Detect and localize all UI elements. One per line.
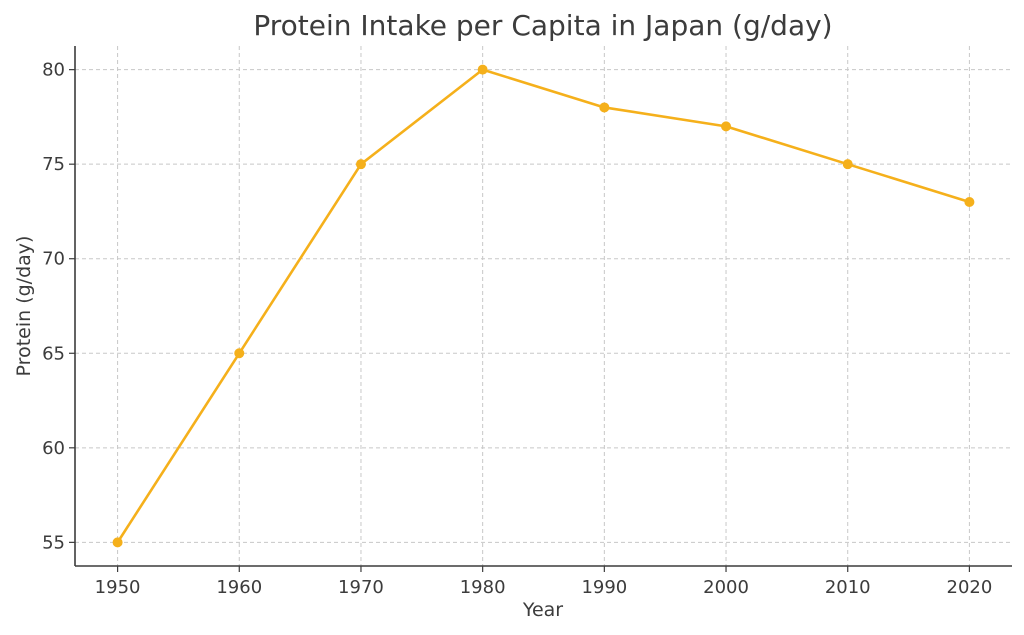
data-point xyxy=(477,64,488,75)
x-tick-label: 1950 xyxy=(95,577,141,598)
y-tick-label: 80 xyxy=(42,60,65,81)
x-axis-label: Year xyxy=(522,599,563,621)
y-tick-label: 55 xyxy=(42,532,65,553)
x-tick-label: 1980 xyxy=(460,577,506,598)
data-point xyxy=(842,159,853,170)
x-tick-label: 1960 xyxy=(216,577,262,598)
data-point xyxy=(234,348,245,359)
x-tick-label: 1990 xyxy=(581,577,627,598)
x-axis-ticks: 1950 1960 1970 1980 1990 2000 2010 2020 xyxy=(95,566,993,598)
chart-title: Protein Intake per Capita in Japan (g/da… xyxy=(253,9,832,42)
series-line xyxy=(116,68,970,544)
y-tick-label: 75 xyxy=(42,154,65,175)
data-point xyxy=(112,537,123,548)
y-tick-label: 60 xyxy=(42,438,65,459)
y-axis-ticks: 55 60 65 70 75 80 xyxy=(42,60,75,553)
y-tick-label: 70 xyxy=(42,249,65,270)
y-tick-label: 65 xyxy=(42,343,65,364)
x-tick-label: 1970 xyxy=(338,577,384,598)
data-point xyxy=(964,197,975,207)
x-tick-label: 2020 xyxy=(947,577,993,598)
data-point xyxy=(721,121,732,132)
axes xyxy=(74,46,1012,567)
grid xyxy=(75,46,1012,566)
x-tick-label: 2000 xyxy=(703,577,749,598)
x-tick-label: 2010 xyxy=(825,577,871,598)
y-axis-label: Protein (g/day) xyxy=(13,236,35,377)
data-point xyxy=(599,102,610,113)
data-point xyxy=(355,159,366,170)
series-line-group xyxy=(112,64,975,548)
